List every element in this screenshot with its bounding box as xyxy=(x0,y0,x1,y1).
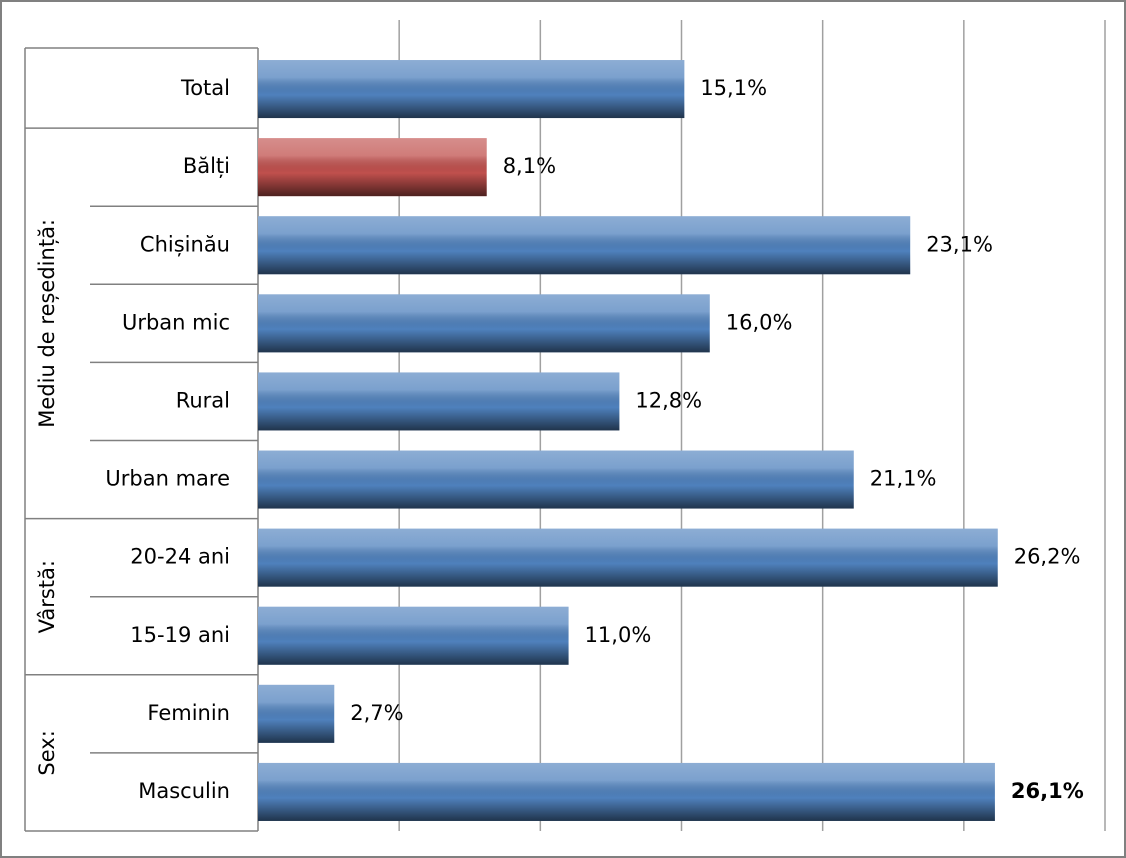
category-label: Urban mic xyxy=(122,310,230,334)
value-label: 15,1% xyxy=(700,76,767,100)
bar-shade xyxy=(258,684,335,743)
category-label: Chișinău xyxy=(140,232,230,256)
value-label: 11,0% xyxy=(585,623,652,647)
bar-shade xyxy=(258,372,620,431)
category-label: Masculin xyxy=(138,779,230,803)
group-label: Vârstă: xyxy=(35,560,59,633)
bar-shade xyxy=(258,606,569,665)
bar-shade xyxy=(258,138,487,197)
category-label: Feminin xyxy=(147,701,230,725)
bar-shade xyxy=(258,294,710,353)
value-label: 26,1% xyxy=(1011,779,1084,803)
category-label: 20-24 ani xyxy=(130,545,230,569)
category-label: Urban mare xyxy=(105,467,230,491)
bar-shade xyxy=(258,60,685,119)
value-label: 8,1% xyxy=(503,154,556,178)
bar-shade xyxy=(258,528,998,587)
bar-shade xyxy=(258,762,995,821)
category-label: Rural xyxy=(176,388,230,412)
value-label: 2,7% xyxy=(350,701,403,725)
bar-shade xyxy=(258,216,911,275)
category-label: Bălți xyxy=(183,154,230,178)
value-label: 16,0% xyxy=(726,310,793,334)
value-label: 23,1% xyxy=(926,232,993,256)
category-label: 15-19 ani xyxy=(130,623,230,647)
bar-shade xyxy=(258,450,854,509)
group-label: Mediu de reședință: xyxy=(35,219,59,428)
category-label: Total xyxy=(180,76,230,100)
value-label: 26,2% xyxy=(1014,545,1081,569)
group-label: Sex: xyxy=(35,730,59,775)
value-label: 12,8% xyxy=(635,388,702,412)
value-label: 21,1% xyxy=(870,467,937,491)
